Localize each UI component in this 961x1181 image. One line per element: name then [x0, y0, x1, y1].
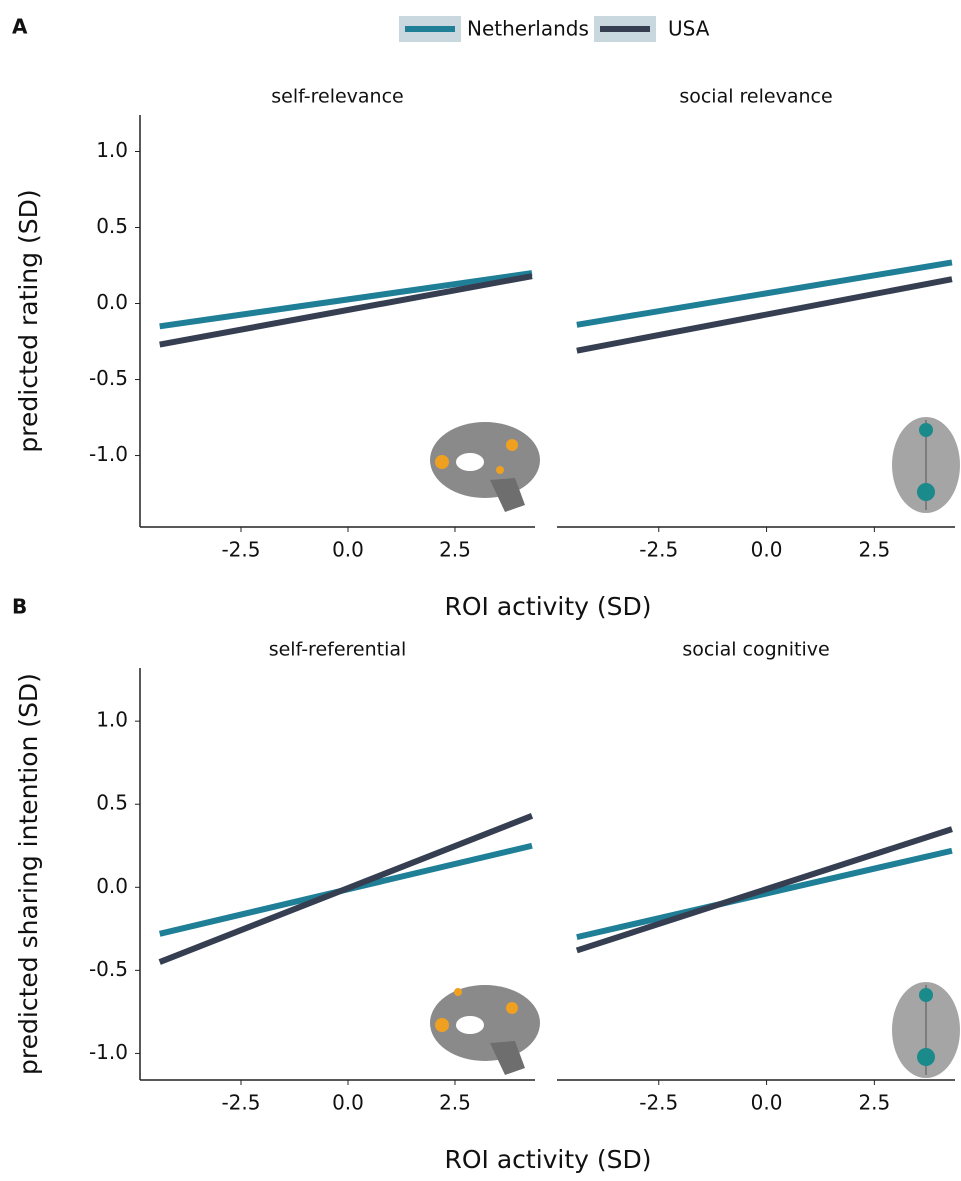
facet-title: self-referential — [269, 639, 407, 661]
series-line — [160, 276, 532, 344]
x-tick-label: 0.0 — [751, 538, 783, 562]
page: Netherlands USA self-relevance -2.5 0.0 2.5 -1… — [0, 0, 961, 1181]
y-tick-label: -1.0 — [89, 442, 128, 466]
x-tick-label: 2.5 — [858, 538, 890, 562]
facet-title: social cognitive — [682, 639, 829, 661]
facet-title: self-relevance — [271, 86, 404, 108]
x-tick-label: -2.5 — [221, 1091, 260, 1115]
y-axis-title: predicted sharing intention (SD) — [14, 673, 43, 1075]
y-tick-label: 0.5 — [96, 791, 128, 815]
y-tick-label: 1.0 — [96, 138, 128, 162]
y-tick-label: 0.0 — [96, 290, 128, 314]
x-tick-label: -2.5 — [639, 1091, 678, 1115]
x-axis-title: ROI activity (SD) — [444, 1145, 651, 1174]
figure: Netherlands USA self-relevance -2.5 0.0 2.5 -1… — [0, 0, 961, 1181]
panel-label: A — [12, 15, 28, 39]
x-tick-label: 0.0 — [332, 538, 364, 562]
y-axis-title: predicted rating (SD) — [14, 189, 43, 452]
facet-title: social relevance — [679, 86, 832, 108]
y-tick-label: -0.5 — [89, 366, 128, 390]
x-axis-title: ROI activity (SD) — [444, 592, 651, 621]
x-tick-label: 0.0 — [751, 1091, 783, 1115]
series-line — [160, 273, 532, 326]
y-tick-label: 1.0 — [96, 708, 128, 732]
y-tick-label: -0.5 — [89, 957, 128, 981]
y-tick-label: -1.0 — [89, 1040, 128, 1064]
series-line — [160, 816, 532, 962]
y-tick-label: 0.0 — [96, 874, 128, 898]
x-tick-label: -2.5 — [639, 538, 678, 562]
x-tick-label: 2.5 — [439, 1091, 471, 1115]
series-line — [577, 851, 952, 937]
y-tick-label: 0.5 — [96, 214, 128, 238]
x-tick-label: 2.5 — [439, 538, 471, 562]
legend-label: USA — [668, 17, 710, 41]
panel-label: B — [12, 595, 27, 619]
legend-label: Netherlands — [467, 17, 589, 41]
x-tick-label: -2.5 — [221, 538, 260, 562]
x-tick-label: 0.0 — [332, 1091, 364, 1115]
brain-icons — [430, 417, 960, 1078]
x-tick-label: 2.5 — [858, 1091, 890, 1115]
series-line — [577, 829, 952, 950]
